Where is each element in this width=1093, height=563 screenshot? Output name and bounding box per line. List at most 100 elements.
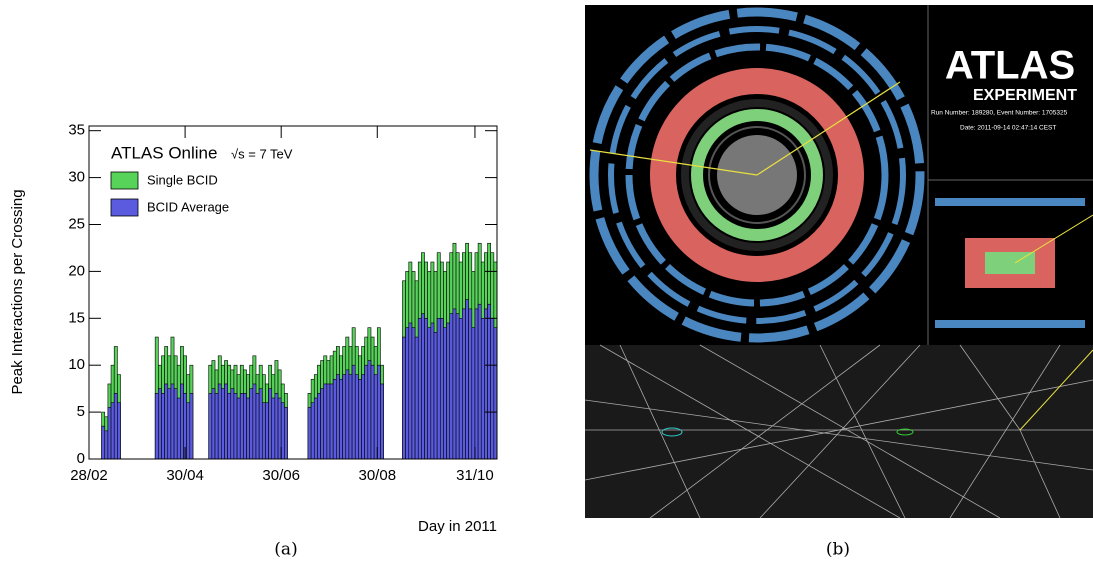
bar bbox=[249, 388, 254, 460]
bar bbox=[345, 369, 350, 460]
bar bbox=[161, 393, 165, 460]
bar bbox=[458, 317, 463, 460]
x-axis-label: Day in 2011 bbox=[418, 518, 497, 535]
bar bbox=[443, 327, 447, 460]
bar bbox=[117, 402, 121, 460]
bar bbox=[380, 383, 384, 460]
bar bbox=[424, 317, 428, 460]
bar bbox=[284, 407, 288, 460]
bar bbox=[246, 397, 250, 460]
date: Date: 2011-09-14 02:47:14 CEST bbox=[960, 125, 1056, 132]
y-axis-label: Peak Interactions per Crossing bbox=[9, 189, 26, 394]
bar bbox=[348, 374, 353, 460]
bar bbox=[317, 393, 321, 460]
bar bbox=[252, 383, 257, 460]
run-info: Run Number: 189280, Event Number: 170532… bbox=[931, 110, 1068, 117]
bar bbox=[408, 322, 413, 460]
bar bbox=[430, 322, 435, 460]
bar bbox=[477, 303, 482, 460]
bar bbox=[339, 378, 343, 460]
y-tick-label: 5 bbox=[77, 403, 85, 420]
bar bbox=[224, 383, 228, 460]
bar bbox=[236, 397, 241, 460]
bar bbox=[261, 402, 266, 460]
bar bbox=[310, 402, 315, 460]
bar bbox=[417, 317, 422, 460]
bar bbox=[468, 308, 473, 460]
muon-ring bbox=[608, 26, 906, 324]
legend-label: BCID Average bbox=[147, 199, 229, 214]
bar bbox=[427, 327, 432, 460]
bar bbox=[405, 327, 410, 460]
bar bbox=[274, 393, 279, 460]
bar bbox=[474, 308, 479, 460]
bar bbox=[484, 308, 488, 460]
annotation: √s = 7 TeV bbox=[231, 146, 293, 161]
vertex bbox=[661, 427, 683, 437]
bar bbox=[332, 378, 337, 460]
vertex bbox=[896, 428, 914, 436]
bar bbox=[326, 383, 331, 460]
bar bbox=[465, 299, 469, 460]
x-tick-label: 30/08 bbox=[359, 467, 397, 484]
plot-frame bbox=[88, 125, 498, 460]
bar bbox=[336, 374, 340, 460]
ring bbox=[681, 99, 833, 251]
bar bbox=[230, 388, 235, 460]
bar bbox=[370, 364, 375, 460]
bar bbox=[221, 388, 225, 460]
bar bbox=[452, 308, 457, 460]
bar bbox=[258, 388, 263, 460]
bar bbox=[208, 393, 213, 460]
bar bbox=[439, 317, 444, 460]
bar bbox=[239, 393, 244, 460]
bar bbox=[358, 378, 362, 460]
bar bbox=[167, 388, 172, 460]
end-view bbox=[589, 7, 925, 343]
bar bbox=[176, 397, 181, 460]
bar bbox=[158, 388, 162, 460]
bar bbox=[265, 402, 269, 460]
bar bbox=[164, 383, 169, 460]
bar bbox=[373, 374, 378, 460]
bar bbox=[189, 393, 194, 460]
muon bbox=[935, 320, 1085, 328]
em bbox=[985, 252, 1035, 274]
y-tick-label: 15 bbox=[68, 309, 85, 326]
bar bbox=[217, 383, 222, 460]
bar bbox=[449, 313, 454, 460]
bar bbox=[320, 388, 325, 460]
y-tick-label: 0 bbox=[77, 450, 85, 467]
bar bbox=[271, 397, 276, 460]
bar bbox=[421, 313, 425, 460]
bar bbox=[414, 336, 419, 460]
track bbox=[1014, 214, 1093, 264]
bar bbox=[110, 402, 115, 460]
bar bbox=[154, 393, 159, 460]
legend-swatch bbox=[110, 171, 139, 190]
track bbox=[1019, 349, 1093, 431]
bar bbox=[364, 364, 369, 460]
legend-label: Single BCID bbox=[147, 172, 218, 187]
y-tick-label: 10 bbox=[68, 356, 85, 373]
bar bbox=[113, 393, 118, 460]
y-tick-label: 30 bbox=[68, 169, 85, 186]
track bbox=[756, 81, 901, 176]
bar bbox=[104, 430, 109, 460]
x-tick-label: 31/10 bbox=[456, 467, 494, 484]
em-calorimeter bbox=[691, 109, 823, 241]
bar bbox=[471, 327, 476, 460]
logo: ATLAS bbox=[945, 44, 1075, 88]
bar bbox=[436, 317, 441, 460]
zoom-bg bbox=[585, 345, 1093, 518]
bar bbox=[462, 308, 466, 460]
bar bbox=[268, 388, 273, 460]
bar bbox=[186, 402, 191, 460]
y-tick-label: 25 bbox=[68, 215, 85, 232]
tracks bbox=[584, 344, 1093, 519]
bar bbox=[243, 393, 247, 460]
bar bbox=[361, 374, 365, 460]
bar bbox=[170, 383, 175, 460]
bar bbox=[101, 425, 106, 460]
bar bbox=[329, 383, 334, 460]
